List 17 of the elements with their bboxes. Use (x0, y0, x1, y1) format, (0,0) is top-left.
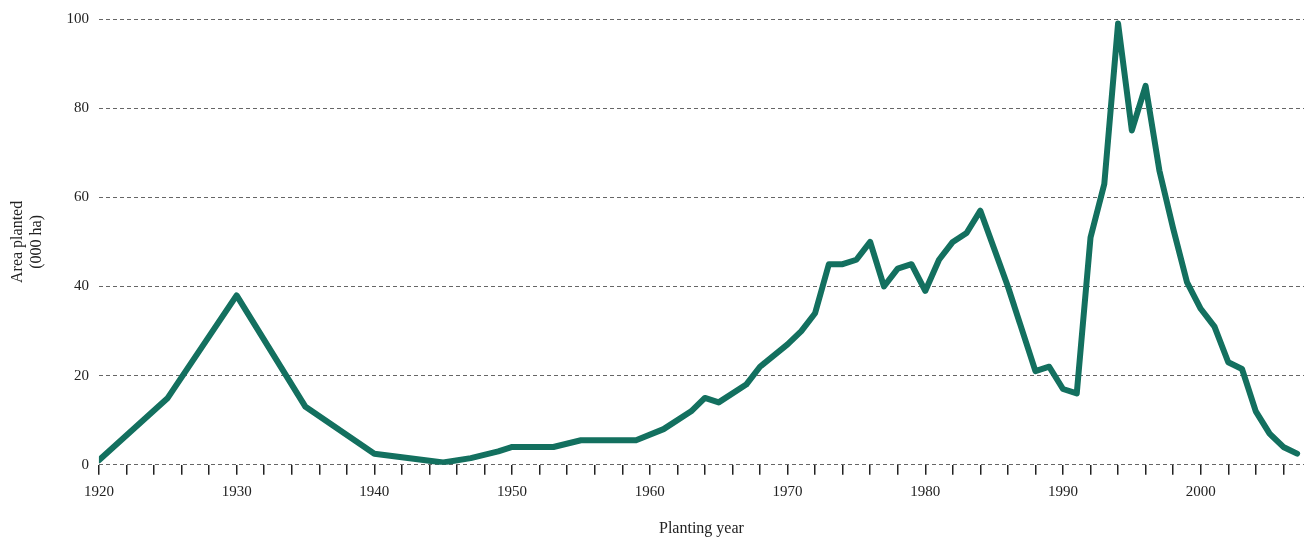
x-tick-label: 2000 (1185, 482, 1216, 499)
x-tick-label: 1980 (910, 482, 941, 499)
y-tick-label: 80 (73, 99, 89, 116)
x-tick-label: 1920 (83, 482, 114, 499)
y-tick-label: 100 (66, 9, 89, 26)
x-tick-label: 1970 (772, 482, 803, 499)
y-tick-label: 20 (73, 366, 89, 383)
x-tick-label: 1930 (221, 482, 252, 499)
x-axis-title: Planting year (659, 518, 745, 537)
y-tick-label: 60 (73, 188, 89, 205)
x-tick-label: 1960 (634, 482, 665, 499)
y-tick-label: 0 (81, 455, 89, 472)
y-axis-title: Area planted (000 ha) (7, 200, 45, 283)
x-tick-label: 1940 (359, 482, 390, 499)
x-tick-label: 1990 (1047, 482, 1078, 499)
x-tick-label: 1950 (497, 482, 528, 499)
y-tick-label: 40 (73, 277, 89, 294)
